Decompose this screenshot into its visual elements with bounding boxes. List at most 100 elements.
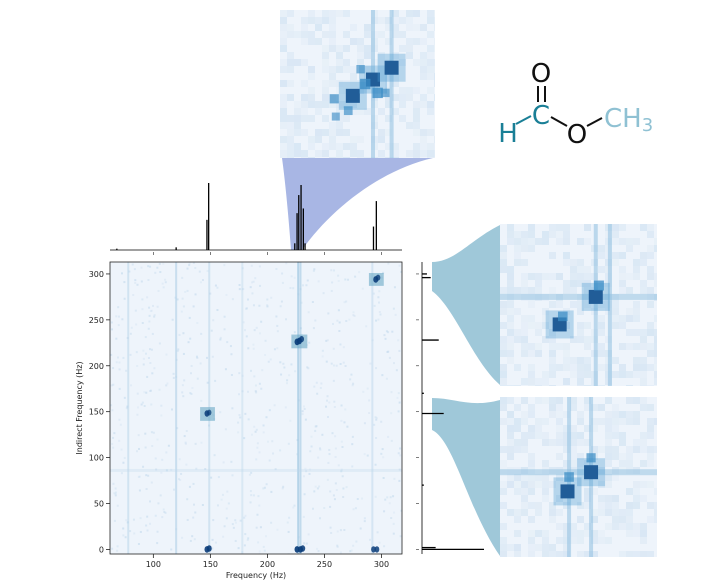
heatmap-noise-cell (326, 339, 329, 342)
heatmap-noise-cell (254, 277, 257, 280)
inset-noise-cell (500, 252, 507, 259)
inset-noise-cell (294, 150, 301, 157)
inset-noise-cell (549, 273, 556, 280)
inset-noise-cell (500, 308, 507, 315)
inset-noise-cell (584, 287, 591, 294)
heatmap-noise-cell (330, 289, 333, 292)
inset-noise-cell (577, 266, 584, 273)
inset-noise-cell (570, 530, 577, 537)
inset-noise-cell (392, 73, 399, 80)
inset-noise-cell (521, 418, 528, 425)
heatmap-noise-cell (338, 321, 341, 324)
inset-noise-cell (640, 364, 647, 371)
inset-noise-cell (542, 488, 549, 495)
inset-noise-cell (647, 502, 654, 509)
heatmap-noise-cell (337, 309, 340, 312)
inset-noise-cell (584, 322, 591, 329)
heatmap-noise-cell (149, 500, 152, 503)
heatmap-noise-cell (172, 376, 175, 379)
inset-noise-cell (322, 17, 329, 24)
inset-noise-cell (301, 59, 308, 66)
heatmap-noise-cell (116, 545, 119, 548)
heatmap-noise-cell (224, 368, 227, 371)
heatmap-noise-cell (317, 280, 320, 283)
inset-noise-cell (647, 404, 654, 411)
inset-vertical-streak (607, 224, 612, 386)
heatmap-noise-cell (265, 416, 268, 419)
inset-noise-cell (528, 371, 535, 378)
heatmap-noise-cell (229, 345, 232, 348)
heatmap-noise-cell (145, 352, 148, 355)
inset-noise-cell (619, 371, 626, 378)
inset-noise-cell (626, 287, 633, 294)
inset-noise-cell (654, 378, 657, 385)
inset-noise-cell (577, 551, 584, 557)
heatmap-noise-cell (242, 287, 245, 290)
inset-noise-cell (647, 301, 654, 308)
inset-noise-cell (500, 418, 507, 425)
heatmap-noise-cell (343, 301, 346, 304)
heatmap-noise-cell (281, 487, 284, 490)
heatmap-noise-cell (148, 306, 151, 309)
inset-noise-cell (392, 31, 399, 38)
heatmap-noise-cell (188, 264, 191, 267)
inset-horizontal-streak (500, 469, 657, 476)
heatmap-noise-cell (238, 393, 241, 396)
inset-noise-cell (542, 551, 549, 557)
heatmap-noise-cell (111, 442, 114, 445)
inset-noise-cell (633, 418, 640, 425)
inset-noise-cell (315, 38, 322, 45)
inset-noise-cell (507, 273, 514, 280)
heatmap-noise-cell (256, 446, 259, 449)
heatmap-noise-cell (275, 315, 278, 318)
heatmap-noise-cell (289, 419, 292, 422)
inset-noise-cell (556, 238, 563, 245)
inset-noise-cell (577, 371, 584, 378)
inset-noise-cell (392, 80, 399, 87)
heatmap-noise-cell (177, 478, 180, 481)
heatmap-noise-cell (393, 286, 396, 289)
heatmap-noise-cell (136, 283, 139, 286)
heatmap-noise-cell (389, 496, 392, 499)
heatmap-noise-cell (287, 530, 290, 533)
inset-noise-cell (294, 31, 301, 38)
inset-noise-cell (357, 150, 364, 157)
heatmap-noise-cell (115, 361, 118, 364)
heatmap-noise-cell (180, 310, 183, 313)
inset-noise-cell (584, 336, 591, 343)
heatmap-noise-cell (270, 490, 273, 493)
inset-noise-cell (584, 357, 591, 364)
inset-noise-cell (364, 66, 371, 73)
heatmap-noise-cell (194, 266, 197, 269)
heatmap-noise-cell (170, 468, 173, 471)
heatmap-noise-cell (147, 357, 150, 360)
inset-noise-cell (294, 59, 301, 66)
heatmap-noise-cell (216, 309, 219, 312)
inset-noise-cell (413, 157, 420, 158)
heatmap-noise-cell (222, 461, 225, 464)
inset-noise-cell (563, 411, 570, 418)
heatmap-noise-cell (247, 537, 250, 540)
inset-noise-cell (521, 411, 528, 418)
inset-noise-cell (626, 530, 633, 537)
inset-noise-cell (287, 31, 294, 38)
heatmap-noise-cell (387, 262, 390, 265)
heatmap-noise-cell (241, 374, 244, 377)
inset-noise-cell (556, 432, 563, 439)
inset-noise-cell (549, 301, 556, 308)
inset-noise-cell (287, 52, 294, 59)
heatmap-noise-cell (146, 515, 149, 518)
heatmap-noise-cell (196, 321, 199, 324)
heatmap-noise-cell (375, 436, 378, 439)
heatmap-noise-cell (247, 418, 250, 421)
inset-noise-cell (521, 273, 528, 280)
inset-noise-cell (280, 17, 287, 24)
inset-noise-cell (500, 259, 507, 266)
heatmap-noise-cell (343, 528, 346, 531)
heatmap-noise-cell (122, 534, 125, 537)
inset-noise-cell (427, 157, 434, 158)
inset-noise-cell (500, 537, 507, 544)
inset-noise-cell (392, 10, 399, 17)
heatmap-noise-cell (223, 525, 226, 528)
heatmap-noise-cell (139, 517, 142, 520)
